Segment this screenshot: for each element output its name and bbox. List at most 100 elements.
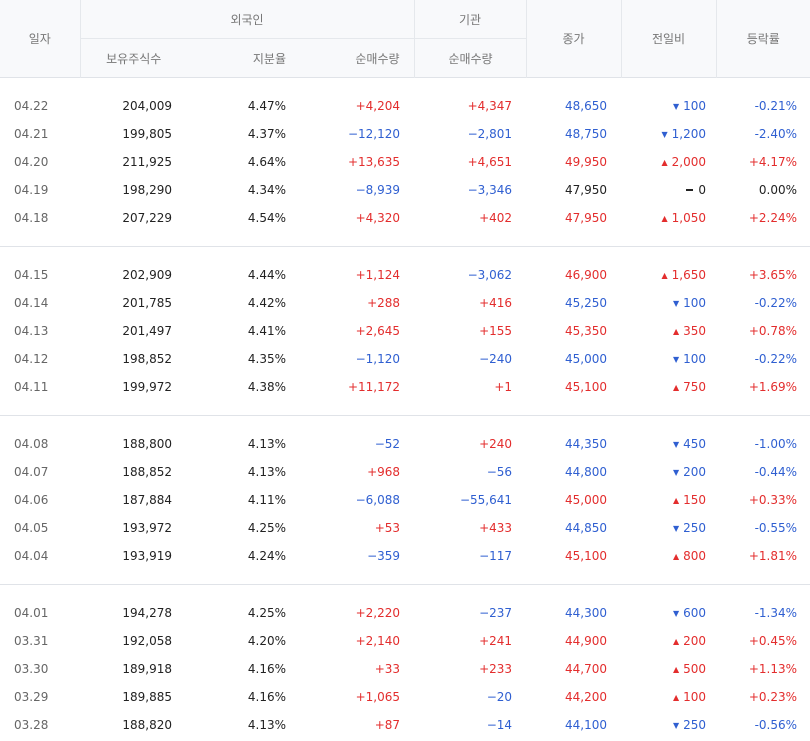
arrow-up-icon: ▲ (672, 637, 680, 646)
table-row: 03.30 189,918 4.16% +33 +233 44,700 ▲ 500 +1.13% (0, 655, 810, 683)
cell-foreign-net: +11,172 (347, 380, 401, 394)
cell-change: ▲ 800 (621, 542, 716, 570)
cell-close: 44,200 (565, 690, 608, 704)
change-value: 200 (683, 634, 707, 648)
change-value: 250 (683, 521, 707, 535)
cell-change: ▲ 350 (621, 317, 716, 345)
arrow-up-icon: ▲ (672, 665, 680, 674)
cell-rate: +4.17% (748, 155, 798, 169)
cell-institution-net: −55,641 (459, 493, 513, 507)
cell-rate: -0.22% (754, 296, 798, 310)
change-value: 1,050 (671, 211, 707, 225)
arrow-up-icon: ▲ (672, 496, 680, 505)
cell-foreign-net: +53 (374, 521, 401, 535)
cell-close: 48,650 (565, 99, 608, 113)
cell-close: 44,100 (565, 718, 608, 732)
cell-date: 04.04 (14, 549, 49, 563)
cell-ratio: 4.38% (247, 380, 286, 394)
cell-date: 03.28 (14, 718, 49, 732)
cell-rate: +0.78% (748, 324, 798, 338)
change-value: 100 (683, 296, 707, 310)
cell-foreign-net: −359 (367, 549, 401, 563)
cell-change: ▲ 750 (621, 373, 716, 401)
cell-close: 44,850 (565, 521, 608, 535)
cell-change: ▼ 600 (621, 599, 716, 627)
cell-foreign-net: +4,204 (355, 99, 401, 113)
change-value: 1,650 (671, 268, 707, 282)
cell-date: 04.22 (14, 99, 49, 113)
cell-close: 44,900 (565, 634, 608, 648)
cell-foreign-net: +288 (367, 296, 401, 310)
cell-ratio: 4.13% (247, 718, 286, 732)
change-value: 100 (683, 690, 707, 704)
cell-foreign-net: +13,635 (347, 155, 401, 169)
cell-date: 04.13 (14, 324, 49, 338)
header-rate: 등락률 (715, 0, 810, 78)
cell-institution-net: +433 (479, 521, 513, 535)
cell-rate: -0.56% (754, 718, 798, 732)
table-row: 03.31 192,058 4.20% +2,140 +241 44,900 ▲ 200 +0.… (0, 627, 810, 655)
cell-institution-net: +155 (479, 324, 513, 338)
cell-close: 45,250 (565, 296, 608, 310)
cell-change: 0 (621, 176, 716, 204)
table-row: 04.15 202,909 4.44% +1,124 −3,062 46,900 ▲ 1,65… (0, 261, 810, 289)
change-value: 250 (683, 718, 707, 732)
cell-foreign-net: −12,120 (347, 127, 401, 141)
table-row: 04.18 207,229 4.54% +4,320 +402 47,950 ▲ 1,050 +… (0, 204, 810, 232)
change-value: 450 (683, 437, 707, 451)
cell-ratio: 4.34% (247, 183, 286, 197)
cell-date: 04.21 (14, 127, 49, 141)
cell-change: ▲ 200 (621, 627, 716, 655)
cell-close: 45,350 (565, 324, 608, 338)
cell-close: 45,000 (565, 493, 608, 507)
cell-rate: +0.23% (748, 690, 798, 704)
cell-ratio: 4.41% (247, 324, 286, 338)
arrow-down-icon: ▼ (672, 609, 680, 618)
cell-close: 44,350 (565, 437, 608, 451)
cell-ratio: 4.13% (247, 465, 286, 479)
cell-rate: -1.34% (754, 606, 798, 620)
table-row: 04.01 194,278 4.25% +2,220 −237 44,300 ▼ 600 -1.… (0, 599, 810, 627)
cell-date: 04.01 (14, 606, 49, 620)
table-row: 04.12 198,852 4.35% −1,120 −240 45,000 ▼ 100 -0.… (0, 345, 810, 373)
arrow-down-icon: ▼ (672, 468, 680, 477)
cell-date: 04.15 (14, 268, 49, 282)
cell-ratio: 4.25% (247, 521, 286, 535)
cell-institution-net: +416 (479, 296, 513, 310)
cell-change: ▼ 1,200 (621, 120, 716, 148)
cell-institution-net: −20 (486, 690, 513, 704)
table-row: 04.20 211,925 4.64% +13,635 +4,651 49,950 ▲ 2,0… (0, 148, 810, 176)
cell-rate: +2.24% (748, 211, 798, 225)
cell-ratio: 4.64% (247, 155, 286, 169)
cell-ratio: 4.11% (247, 493, 286, 507)
cell-date: 04.20 (14, 155, 49, 169)
cell-holdings: 204,009 (122, 99, 172, 113)
change-value: 500 (683, 662, 707, 676)
cell-foreign-net: −8,939 (355, 183, 401, 197)
cell-date: 04.14 (14, 296, 49, 310)
cell-close: 46,900 (565, 268, 608, 282)
cell-rate: -0.55% (754, 521, 798, 535)
cell-date: 04.08 (14, 437, 49, 451)
cell-institution-net: −56 (486, 465, 513, 479)
change-value: 750 (683, 380, 707, 394)
cell-institution-net: −237 (479, 606, 513, 620)
header-holdings: 보유주식수 (79, 38, 186, 78)
cell-change: ▼ 250 (621, 711, 716, 739)
cell-close: 44,300 (565, 606, 608, 620)
cell-change: ▼ 450 (621, 430, 716, 458)
arrow-down-icon: ▼ (672, 440, 680, 449)
header-foreign: 외국인 (79, 0, 415, 39)
cell-change: ▼ 200 (621, 458, 716, 486)
change-value: 100 (683, 352, 707, 366)
cell-rate: -1.00% (754, 437, 798, 451)
cell-change: ▼ 250 (621, 514, 716, 542)
row-spacer (0, 416, 810, 431)
header-foreign-net: 순매수량 (300, 38, 415, 78)
arrow-up-icon: ▲ (672, 327, 680, 336)
cell-rate: -0.22% (754, 352, 798, 366)
arrow-up-icon: ▲ (661, 271, 668, 280)
cell-holdings: 211,925 (122, 155, 172, 169)
cell-close: 45,100 (565, 380, 608, 394)
